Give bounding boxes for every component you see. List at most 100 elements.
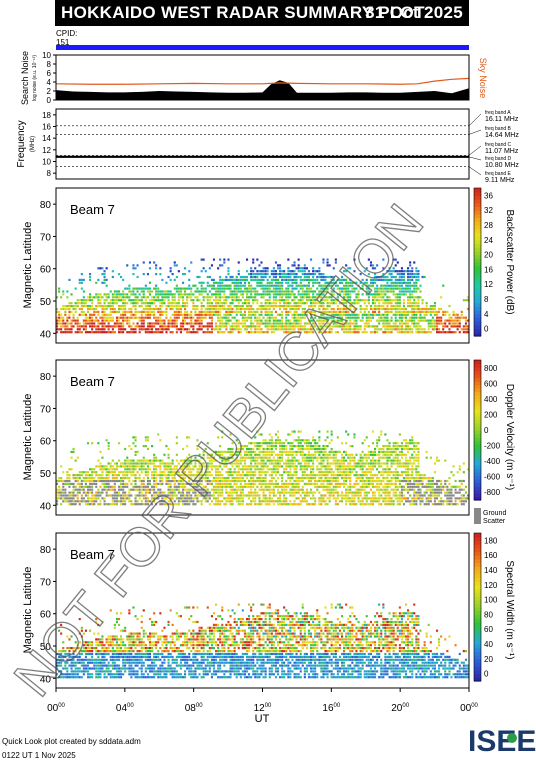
scatter-cell xyxy=(289,284,292,287)
scatter-cell xyxy=(425,305,428,308)
scatter-cell xyxy=(374,302,377,305)
scatter-cell xyxy=(324,307,327,311)
scatter-cell xyxy=(347,456,350,459)
scatter-cell xyxy=(359,307,362,311)
scatter-cell xyxy=(231,322,234,325)
scatter-cell xyxy=(221,287,224,290)
scatter-cell xyxy=(450,325,453,328)
scatter-cell xyxy=(305,275,308,279)
scatter-cell xyxy=(250,482,253,485)
scatter-cell xyxy=(200,500,203,503)
scatter-cell xyxy=(182,494,185,497)
scatter-cell xyxy=(345,290,348,293)
scatter-cell xyxy=(159,322,162,325)
scatter-cell xyxy=(386,305,389,308)
scatter-cell xyxy=(72,305,75,308)
scatter-cell xyxy=(398,284,401,287)
scatter-cell xyxy=(279,290,282,293)
scatter-cell xyxy=(215,471,218,474)
scatter-cell xyxy=(229,491,232,494)
scatter-cell xyxy=(281,442,284,445)
scatter-cell xyxy=(215,325,218,328)
scatter-cell xyxy=(421,307,424,311)
scatter-cell xyxy=(82,278,85,281)
scatter-cell xyxy=(202,267,205,270)
scatter-cell xyxy=(223,503,226,506)
scatter-cell xyxy=(206,500,209,503)
scatter-cell xyxy=(326,456,329,459)
scatter-cell xyxy=(159,462,162,465)
scatter-cell xyxy=(250,316,253,319)
scatter-cell xyxy=(415,267,418,270)
scatter-cell xyxy=(326,453,329,456)
scatter-cell xyxy=(252,442,255,445)
scatter-cell xyxy=(382,307,385,311)
scatter-cell xyxy=(326,462,329,465)
scatter-cell xyxy=(99,479,102,483)
scatter-cell xyxy=(91,325,94,328)
scatter-cell xyxy=(423,307,426,311)
scatter-cell xyxy=(351,491,354,494)
scatter-cell xyxy=(89,313,92,316)
freq-band-value: 10.80 MHz xyxy=(485,162,519,169)
scatter-cell xyxy=(223,290,226,293)
scatter-cell xyxy=(235,319,238,322)
scatter-cell xyxy=(118,479,121,483)
scatter-cell xyxy=(289,275,292,279)
scatter-cell xyxy=(144,307,147,311)
scatter-cell xyxy=(351,456,354,459)
scatter-cell xyxy=(212,287,215,290)
noise-ytick-label: 10 xyxy=(42,51,51,60)
scatter-cell xyxy=(307,494,310,497)
scatter-cell xyxy=(122,471,125,474)
scatter-cell xyxy=(291,450,294,453)
scatter-cell xyxy=(136,296,139,299)
scatter-cell xyxy=(268,310,271,313)
scatter-cell xyxy=(194,491,197,494)
scatter-cell xyxy=(148,316,151,319)
scatter-cell xyxy=(357,497,360,500)
scatter-cell xyxy=(217,482,220,485)
scatter-cell xyxy=(289,305,292,308)
scatter-cell xyxy=(266,290,269,293)
scatter-cell xyxy=(262,275,265,279)
scatter-cell xyxy=(177,293,180,296)
scatter-cell xyxy=(144,500,147,503)
scatter-cell xyxy=(200,474,203,477)
scatter-cell xyxy=(60,307,63,311)
scatter-cell xyxy=(202,474,205,477)
scatter-cell xyxy=(336,497,339,500)
scatter-cell xyxy=(260,328,263,331)
scatter-cell xyxy=(343,459,346,462)
scatter-cell xyxy=(97,477,100,480)
scatter-cell xyxy=(175,497,178,500)
scatter-cell xyxy=(326,287,329,290)
scatter-cell xyxy=(378,290,381,293)
scatter-cell xyxy=(272,494,275,497)
scatter-cell xyxy=(336,278,339,281)
scatter-cell xyxy=(101,307,104,311)
scatter-cell xyxy=(97,299,100,302)
scatter-cell xyxy=(359,491,362,494)
scatter-cell xyxy=(400,328,403,331)
scatter-cell xyxy=(272,471,275,474)
scatter-cell xyxy=(111,503,114,506)
scatter-cell xyxy=(144,331,147,334)
scatter-cell xyxy=(260,313,263,316)
scatter-cell xyxy=(87,316,90,319)
scatter-cell xyxy=(146,459,149,462)
scatter-cell xyxy=(103,331,106,334)
scatter-cell xyxy=(58,287,61,290)
scatter-cell xyxy=(285,331,288,334)
scatter-cell xyxy=(256,445,259,448)
scatter-cell xyxy=(382,287,385,290)
scatter-cell xyxy=(318,267,321,270)
scatter-cell xyxy=(386,270,389,273)
scatter-cell xyxy=(264,450,267,453)
scatter-cell xyxy=(80,474,83,477)
scatter-cell xyxy=(136,310,139,313)
scatter-cell xyxy=(196,485,199,488)
scatter-cell xyxy=(246,287,249,290)
scatter-cell xyxy=(277,456,280,459)
scatter-cell xyxy=(186,494,189,497)
